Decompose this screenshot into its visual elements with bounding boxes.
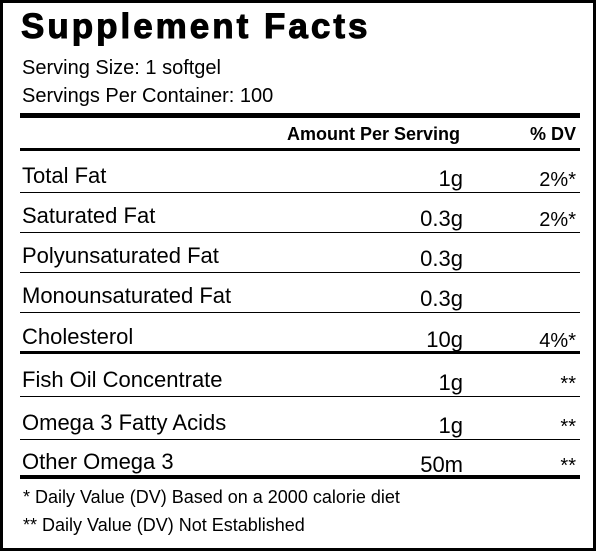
- servings-per-container: Servings Per Container: 100: [22, 85, 274, 107]
- rule: [20, 148, 580, 151]
- table-row: Cholesterol 10g 4%*: [20, 313, 580, 354]
- daily-value: 2%*: [539, 169, 576, 191]
- footnote: ** Daily Value (DV) Not Established: [23, 515, 305, 535]
- rule: [20, 113, 580, 118]
- rule: [20, 438, 580, 440]
- amount: 50m: [420, 452, 463, 477]
- table-row: Total Fat 1g 2%*: [20, 151, 580, 193]
- rule: [20, 271, 580, 273]
- table-row: Other Omega 3 50m **: [20, 440, 580, 479]
- daily-value: 4%*: [539, 330, 576, 352]
- amount: 1g: [438, 166, 463, 191]
- nutrient-name: Fish Oil Concentrate: [22, 367, 223, 392]
- rule: [20, 311, 580, 313]
- daily-value: **: [560, 416, 576, 438]
- table-row: Polyunsaturated Fat 0.3g: [20, 233, 580, 273]
- amount: 10g: [426, 327, 463, 352]
- title: Supplement Facts: [20, 7, 371, 47]
- rule: [20, 191, 580, 193]
- amount: 1g: [438, 413, 463, 438]
- amount: 0.3g: [420, 246, 463, 271]
- column-header: Amount Per Serving: [286, 124, 460, 144]
- amount: 1g: [438, 370, 463, 395]
- serving-size: Serving Size: 1 softgel: [22, 57, 221, 79]
- table-row: Saturated Fat 0.3g 2%*: [20, 193, 580, 233]
- nutrient-name: Saturated Fat: [22, 203, 156, 228]
- daily-value: **: [560, 455, 576, 477]
- amount: 0.3g: [420, 286, 463, 311]
- rule: [20, 475, 580, 479]
- daily-value: 2%*: [539, 209, 576, 231]
- daily-value: **: [560, 373, 576, 395]
- rule: [20, 351, 580, 354]
- nutrient-name: Total Fat: [22, 163, 107, 188]
- table-row: Fish Oil Concentrate 1g **: [20, 354, 580, 397]
- nutrient-name: Omega 3 Fatty Acids: [22, 410, 227, 435]
- column-header: % DV: [529, 124, 576, 144]
- footnote: * Daily Value (DV) Based on a 2000 calor…: [23, 487, 400, 507]
- nutrient-name: Monounsaturated Fat: [22, 283, 232, 308]
- table-row: Monounsaturated Fat 0.3g: [20, 273, 580, 313]
- rule: [20, 395, 580, 397]
- amount: 0.3g: [420, 206, 463, 231]
- nutrient-name: Other Omega 3: [22, 449, 174, 474]
- nutrient-name: Cholesterol: [22, 324, 134, 349]
- table-row: Omega 3 Fatty Acids 1g **: [20, 397, 580, 440]
- nutrient-name: Polyunsaturated Fat: [22, 243, 219, 268]
- rule: [20, 231, 580, 233]
